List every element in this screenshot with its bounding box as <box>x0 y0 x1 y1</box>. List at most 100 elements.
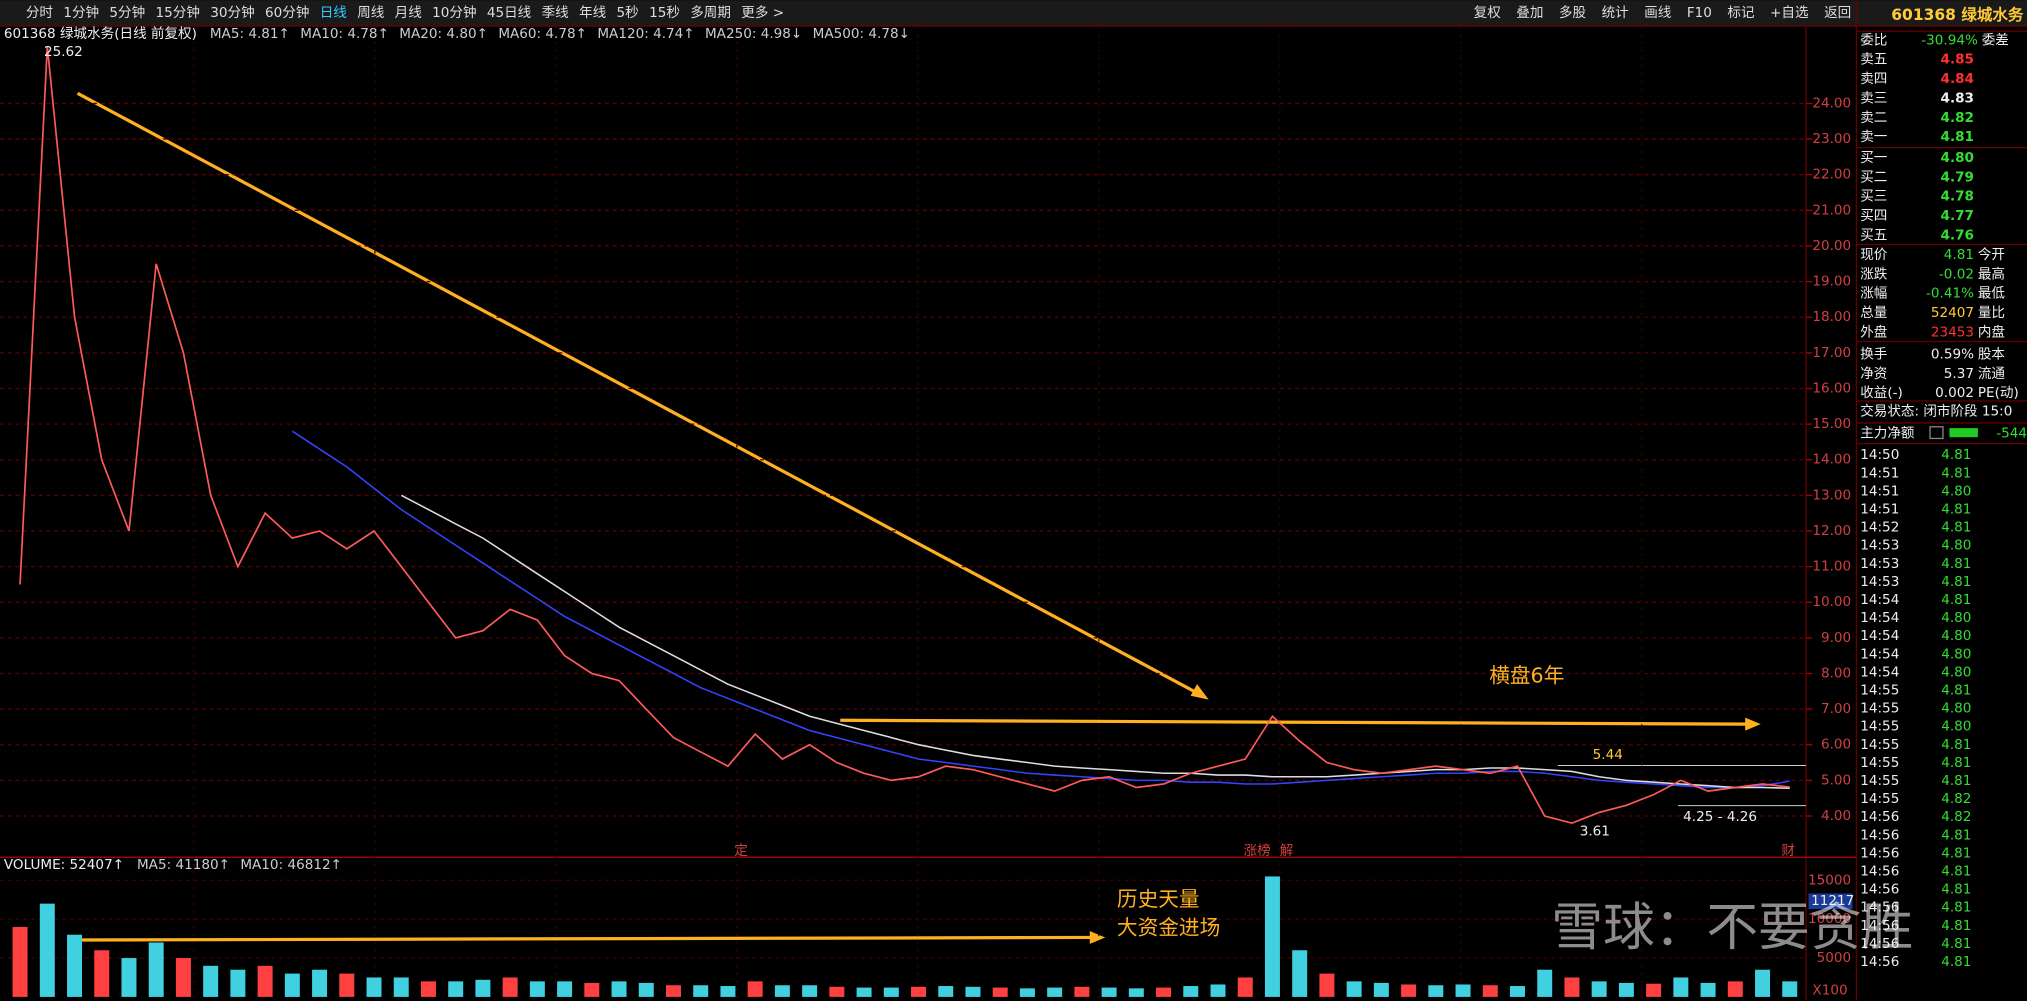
ask-price: 4.84 <box>1941 71 1974 87</box>
period-tab[interactable]: 月线 <box>395 5 423 21</box>
period-tab[interactable]: 30分钟 <box>210 4 254 21</box>
annotation: 横盘6年 <box>1489 663 1564 687</box>
tick-time: 14:55 <box>1860 737 1899 753</box>
tick-time: 14:56 <box>1860 864 1899 880</box>
volume-bar <box>965 986 981 997</box>
trend-arrow <box>76 91 1204 698</box>
flow-label: 主力净额 <box>1860 425 1915 441</box>
row-value: -30.94% <box>1921 32 1978 48</box>
price-line <box>19 46 1790 825</box>
period-tab[interactable]: 1分钟 <box>63 4 99 21</box>
tool-button[interactable]: 返回 <box>1824 5 1851 21</box>
cursor-box <box>1808 893 1853 910</box>
y-tick-label: 15.00 <box>1812 416 1851 432</box>
volume-bar <box>475 979 491 997</box>
period-tab[interactable]: 分时 <box>26 5 54 21</box>
chart-title: 601368 绿城水务(日线 前复权) <box>4 25 197 42</box>
tick-time: 14:54 <box>1860 628 1899 644</box>
volume-bar <box>284 973 300 997</box>
quote-value: 52407 <box>1931 305 1974 321</box>
volume-bar <box>693 985 709 997</box>
period-tab[interactable]: 更多 > <box>741 4 784 21</box>
volume-bar <box>1646 983 1662 997</box>
quote-label: 涨跌 <box>1860 266 1888 282</box>
tool-button[interactable]: 复权 <box>1474 4 1502 21</box>
tool-button[interactable]: 统计 <box>1602 5 1629 21</box>
annotation: 5.44 <box>1593 747 1623 763</box>
tick-time: 14:54 <box>1860 610 1899 626</box>
period-tab[interactable]: 周线 <box>357 5 385 21</box>
volume-bar <box>1237 977 1253 997</box>
volume-bar <box>1700 982 1716 997</box>
quote-label: 内盘 <box>1978 323 2005 340</box>
row-label: 委差 <box>1982 32 2009 48</box>
tool-button[interactable]: F10 <box>1687 5 1712 21</box>
tool-button[interactable]: 多股 <box>1559 4 1587 21</box>
y-tick-label: 21.00 <box>1812 202 1851 218</box>
period-tab[interactable]: 45日线 <box>487 5 532 21</box>
period-tab[interactable]: 15秒 <box>649 5 680 21</box>
bid-label: 买二 <box>1860 169 1887 185</box>
period-tab[interactable]: 5秒 <box>617 5 639 21</box>
ma-label: MA120: 4.74↑ <box>597 26 694 42</box>
volume-bar <box>638 982 654 997</box>
y-tick-label: 15000 <box>1808 872 1851 888</box>
event-marker: 解 <box>1280 843 1294 859</box>
tick-price: 4.80 <box>1941 719 1971 735</box>
tool-button[interactable]: 叠加 <box>1516 5 1543 21</box>
tick-time: 14:56 <box>1860 936 1899 952</box>
y-tick-label: 9.00 <box>1821 630 1851 646</box>
volume-bar <box>1346 981 1362 997</box>
tool-button[interactable]: 标记 <box>1727 5 1755 21</box>
bid-label: 买三 <box>1860 189 1887 205</box>
y-tick-label: 6.00 <box>1821 737 1851 753</box>
period-tab[interactable]: 年线 <box>579 5 607 21</box>
ma-label: MA60: 4.78↑ <box>498 26 587 42</box>
quote-label: 现价 <box>1860 247 1888 263</box>
tool-button[interactable]: 画线 <box>1644 5 1672 21</box>
bid-label: 买一 <box>1860 150 1888 166</box>
y-tick-label: 11.00 <box>1812 559 1851 575</box>
quote-label: 量比 <box>1978 305 2005 321</box>
ask-label: 卖二 <box>1860 110 1887 126</box>
y-tick-label: 17.00 <box>1812 345 1851 361</box>
y-tick-label: 23.00 <box>1812 131 1851 147</box>
annotation: 25.62 <box>44 44 83 60</box>
tool-button[interactable]: +自选 <box>1770 5 1809 21</box>
volume-bar <box>1074 986 1090 997</box>
volume-bar <box>175 958 191 997</box>
volume-bar <box>1156 987 1172 997</box>
y-tick-label: 10000 <box>1808 911 1851 927</box>
period-tab[interactable]: 15分钟 <box>156 4 200 21</box>
quote-label: 净资 <box>1860 366 1887 382</box>
flow-value: -544 <box>1996 425 2027 441</box>
quote-label: 流通 <box>1978 366 2006 382</box>
y-tick-label: 7.00 <box>1821 701 1851 717</box>
volume-bar <box>856 987 872 997</box>
volume-bar <box>1537 969 1553 997</box>
volume-bar <box>393 977 409 997</box>
flow-icon <box>1929 426 1944 440</box>
tick-time: 14:56 <box>1860 900 1899 916</box>
period-tab[interactable]: 季线 <box>542 5 570 21</box>
period-tab[interactable]: 多周期 <box>690 4 731 21</box>
period-tab[interactable]: 60分钟 <box>265 4 309 21</box>
volume-bar <box>1782 981 1798 997</box>
range-arrow <box>840 718 1748 726</box>
toolbar <box>0 0 2027 27</box>
period-tab[interactable]: 日线 <box>320 5 348 21</box>
ma-label: MA5: 4.81↑ <box>210 26 290 42</box>
period-tab[interactable]: 10分钟 <box>432 4 476 21</box>
quote-label: 涨幅 <box>1860 286 1887 302</box>
arrow-head <box>1089 930 1106 944</box>
volume-bar <box>529 981 545 997</box>
volume-bar <box>938 986 954 997</box>
volume-bar <box>1128 988 1144 997</box>
tick-time: 14:51 <box>1860 483 1899 499</box>
volume-bar <box>1264 876 1280 997</box>
tick-price: 4.81 <box>1941 864 1971 880</box>
tick-time: 14:55 <box>1860 683 1899 699</box>
period-tab[interactable]: 5分钟 <box>109 4 145 21</box>
quote-value: 4.81 <box>1944 247 1974 263</box>
annotation: 4.25 - 4.26 <box>1683 809 1757 825</box>
